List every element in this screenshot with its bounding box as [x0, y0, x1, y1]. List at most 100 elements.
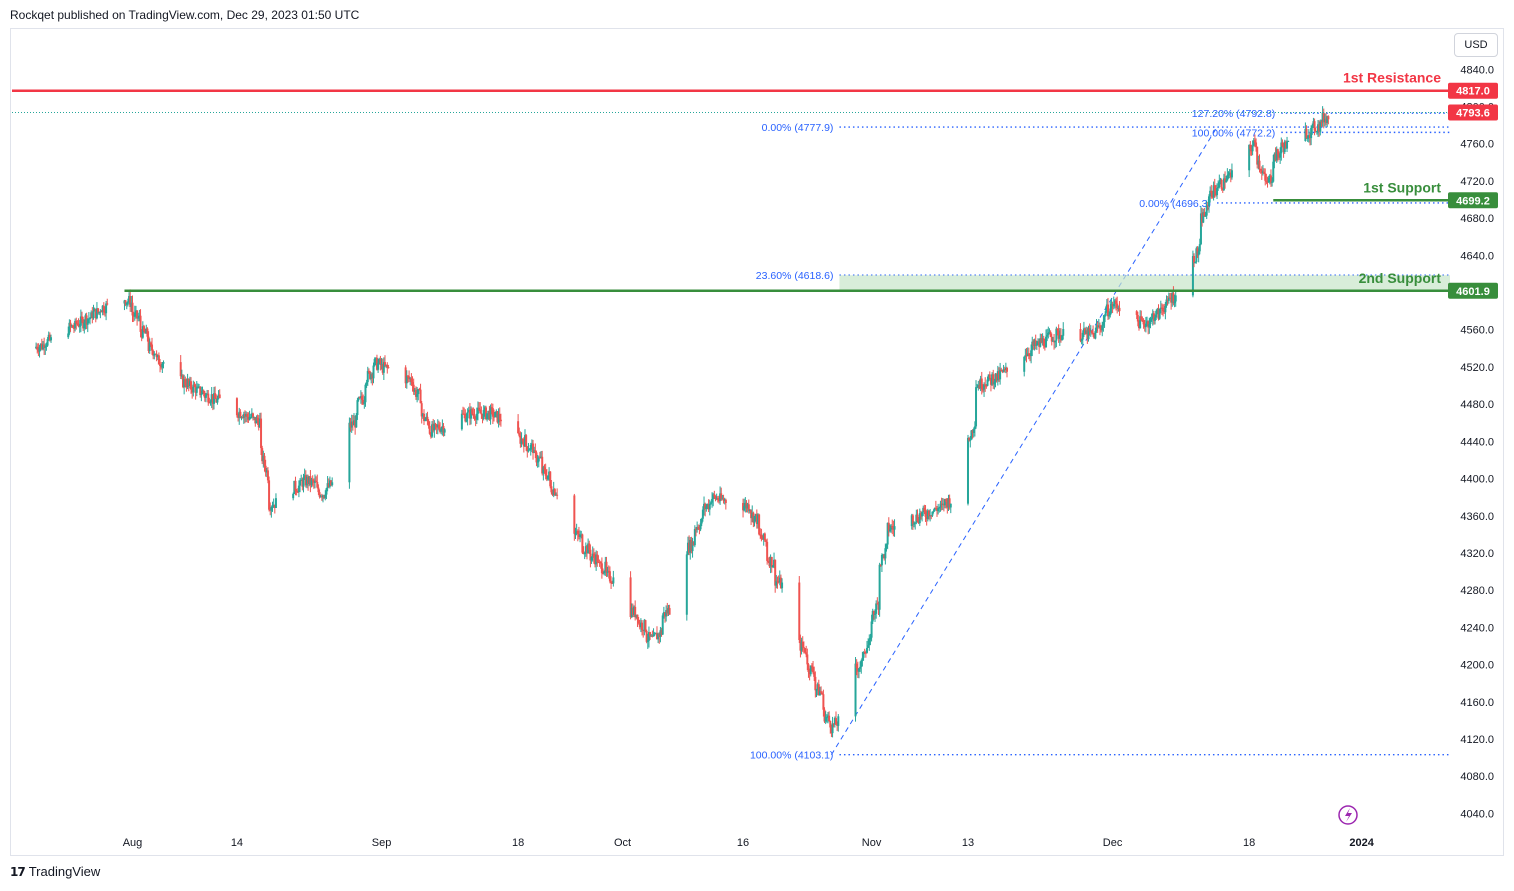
- y-tick-label: 4360.0: [1460, 511, 1494, 523]
- y-tick-label: 4280.0: [1460, 585, 1494, 597]
- candle-body: [761, 538, 764, 540]
- candle-body: [976, 387, 979, 389]
- candle-body: [770, 556, 773, 568]
- candle-body: [1210, 190, 1213, 193]
- candle-body: [808, 672, 811, 675]
- candle-body: [371, 374, 374, 379]
- candle-body: [1322, 112, 1325, 123]
- candle-body: [916, 514, 919, 522]
- candle-body: [824, 716, 827, 722]
- candle-body: [316, 481, 319, 488]
- candle-body: [184, 379, 187, 386]
- candle-body: [486, 413, 489, 420]
- candle-body: [349, 422, 352, 428]
- candle-body: [575, 530, 578, 534]
- candle-body: [195, 387, 198, 393]
- candle-body: [246, 413, 249, 417]
- candle-body: [552, 489, 555, 496]
- candle-body: [305, 477, 308, 486]
- candle-body: [1197, 251, 1200, 256]
- candle-body: [1103, 315, 1106, 323]
- fib-level-label: 100.00% (4103.1): [750, 750, 833, 762]
- candle-body: [292, 493, 295, 499]
- candle-body: [1093, 332, 1096, 339]
- candle-body: [383, 362, 386, 366]
- currency-selector[interactable]: USD: [1454, 33, 1498, 57]
- candle-body: [993, 381, 996, 385]
- candle-body: [820, 691, 823, 693]
- candle-body: [986, 379, 989, 386]
- candle-body: [243, 414, 246, 417]
- candle-body: [535, 452, 538, 463]
- candle-body: [237, 415, 240, 418]
- candle-body: [939, 503, 942, 508]
- candle-body: [103, 312, 106, 314]
- candle-body: [191, 389, 194, 393]
- candle-body: [798, 582, 801, 641]
- candle-body: [977, 384, 980, 388]
- candle-body: [937, 508, 940, 511]
- candle-body: [546, 475, 549, 480]
- x-tick-label: Oct: [614, 837, 631, 849]
- candle-body: [868, 639, 871, 646]
- candle-body: [940, 503, 943, 505]
- candle-body: [366, 370, 369, 383]
- candlestick-series: [35, 106, 1330, 738]
- candle-body: [260, 418, 263, 449]
- candle-body: [424, 419, 427, 421]
- candle-body: [436, 424, 439, 428]
- candle-body: [325, 488, 328, 495]
- candle-body: [876, 603, 879, 605]
- candle-body: [412, 384, 415, 392]
- candle-body: [941, 503, 944, 505]
- candle-body: [313, 480, 316, 483]
- candle-body: [543, 467, 546, 470]
- candle-body: [1089, 330, 1092, 332]
- candle-body: [525, 435, 528, 447]
- y-tick-label: 4040.0: [1460, 808, 1494, 820]
- candle-body: [1157, 308, 1160, 319]
- candle-body: [137, 317, 140, 319]
- tradingview-footer[interactable]: 17 TradingView: [10, 864, 100, 879]
- candle-body: [186, 379, 189, 388]
- candle-body: [1272, 161, 1275, 182]
- candle-body: [713, 494, 716, 497]
- candle-body: [892, 527, 895, 530]
- candle-body: [751, 512, 754, 519]
- candle-body: [479, 409, 482, 414]
- candle-body: [324, 494, 327, 498]
- candle-body: [409, 378, 412, 380]
- candle-body: [1317, 124, 1320, 132]
- candle-body: [855, 663, 858, 669]
- candle-body: [1193, 256, 1196, 263]
- candle-body: [470, 409, 473, 419]
- candle-body: [1100, 328, 1103, 331]
- candle-body: [551, 492, 554, 496]
- candle-body: [414, 389, 417, 397]
- candle-body: [1117, 307, 1120, 309]
- candle-body: [888, 529, 891, 532]
- candle-body: [258, 418, 261, 428]
- candle-body: [1108, 315, 1111, 317]
- candle-body: [931, 511, 934, 516]
- candle-body: [147, 336, 150, 351]
- candle-body: [1088, 328, 1091, 332]
- candle-body: [697, 526, 700, 529]
- candle-body: [1218, 181, 1221, 188]
- candle-body: [884, 548, 887, 559]
- lightning-icon[interactable]: [1338, 805, 1358, 825]
- candle-body: [859, 666, 862, 669]
- candle-body: [1227, 174, 1230, 176]
- x-tick-label: Sep: [372, 837, 392, 849]
- candle-body: [496, 411, 499, 423]
- time-axis: Aug 14 Sep 18 Oct 16 Nov 13 Dec 18 2024: [123, 837, 1375, 849]
- candle-body: [760, 534, 763, 539]
- candle-body: [1025, 355, 1028, 357]
- candle-body: [523, 435, 526, 447]
- candle-body: [138, 315, 141, 318]
- candle-body: [1158, 309, 1161, 319]
- candle-body: [774, 559, 777, 586]
- candle-body: [712, 494, 715, 499]
- candle-body: [1199, 213, 1202, 245]
